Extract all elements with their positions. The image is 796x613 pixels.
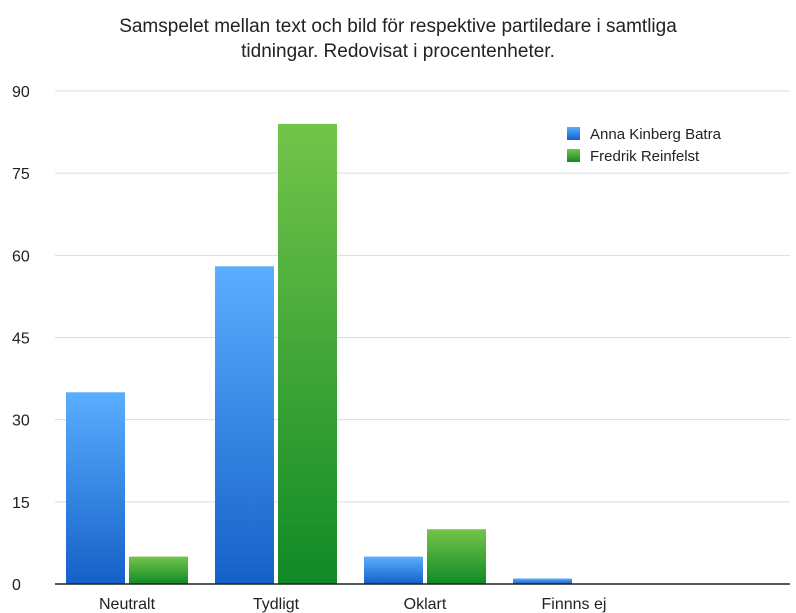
y-tick-label: 90 [12, 84, 30, 101]
x-tick-label: Finnns ej [542, 596, 607, 613]
bar-tydligt-series-0 [215, 266, 274, 584]
legend-label-0: Anna Kinberg Batra [590, 126, 722, 143]
chart-title-line-2: tidningar. Redovisat i procentenheter. [241, 41, 555, 62]
y-tick-label: 15 [12, 495, 30, 512]
x-tick-label: Tydligt [253, 596, 300, 613]
chart-title-line-1: Samspelet mellan text och bild för respe… [119, 16, 677, 37]
bar-neutralt-series-0 [66, 392, 125, 584]
y-tick-label: 45 [12, 331, 30, 348]
bar-neutralt-series-1 [129, 556, 188, 584]
y-tick-label: 30 [12, 413, 30, 430]
legend-swatch-1 [567, 149, 580, 162]
x-tick-label: Oklart [404, 596, 447, 613]
bar-oklart-series-0 [364, 556, 423, 584]
bar-tydligt-series-1 [278, 123, 337, 584]
y-tick-label: 0 [12, 577, 21, 594]
x-tick-label: Neutralt [99, 596, 156, 613]
legend-label-1: Fredrik Reinfelst [590, 148, 700, 165]
legend-swatch-0 [567, 127, 580, 140]
y-tick-label: 60 [12, 248, 30, 265]
bar-oklart-series-1 [427, 529, 486, 584]
bar-finnns-ej-series-0 [513, 578, 572, 584]
y-tick-label: 75 [12, 166, 30, 183]
